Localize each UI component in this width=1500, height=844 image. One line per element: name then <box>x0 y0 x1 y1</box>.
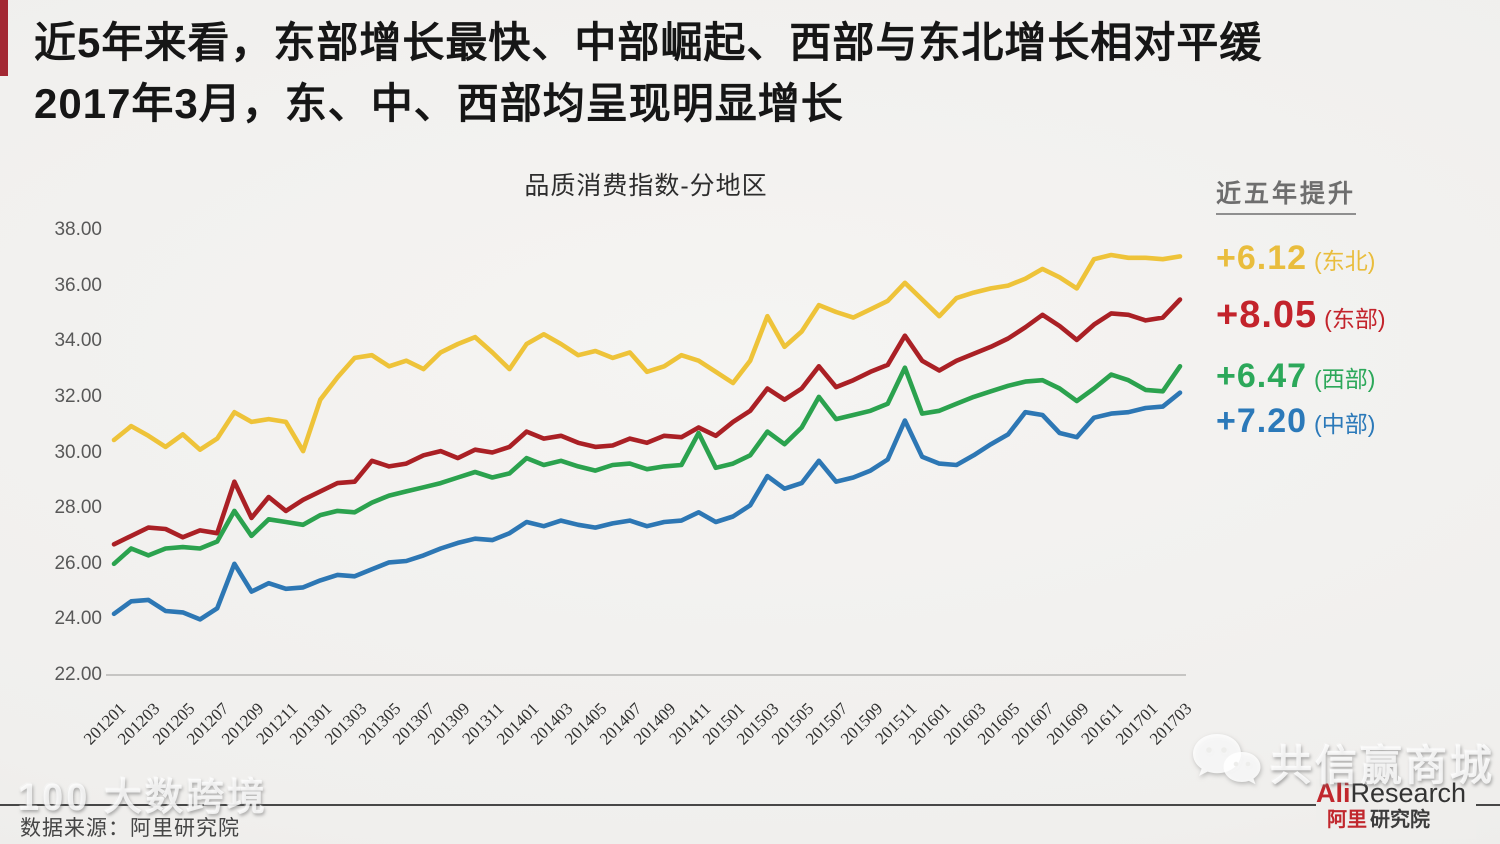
legend-delta: +8.05 <box>1216 294 1318 336</box>
page-title: 近5年来看，东部增长最快、中部崛起、西部与东北增长相对平缓 2017年3月，东、… <box>34 12 1262 134</box>
footer-divider <box>0 804 1500 806</box>
aliresearch-logo: AliResearch 阿里 研究院 <box>1316 779 1476 839</box>
legend-label: (中部) <box>1314 411 1376 437</box>
source-note: 数据来源：阿里研究院 <box>20 817 240 840</box>
logo-cn-red-text: 阿里 <box>1327 809 1367 831</box>
line-central <box>111 390 1183 622</box>
y-axis-label: 22.00 <box>54 664 102 685</box>
page-title-line2: 2017年3月，东、中、西部均呈现明显增长 <box>34 80 844 127</box>
legend-item-central: +7.20 (中部) <box>1216 402 1385 441</box>
legend-item-east: +8.05 (东部) <box>1216 294 1385 337</box>
legend-delta: +6.47 <box>1216 357 1308 395</box>
page-title-line1: 近5年来看，东部增长最快、中部崛起、西部与东北增长相对平缓 <box>34 19 1263 66</box>
legend-delta: +7.20 <box>1216 402 1308 440</box>
y-axis-label: 24.00 <box>54 608 102 630</box>
y-axis-label: 36.00 <box>54 274 102 296</box>
legend-items: +6.12 (东北) +8.05 (东部) +6.47 (西部) +7.20 (中部) <box>1216 239 1385 441</box>
title-accent-bar <box>0 0 8 76</box>
y-axis-label: 26.00 <box>54 552 102 574</box>
legend-item-west: +6.47 (西部) <box>1216 357 1385 396</box>
y-axis-label: 28.00 <box>54 497 102 519</box>
line-west <box>111 363 1183 567</box>
legend-item-northeast: +6.12 (东北) <box>1216 239 1385 278</box>
aliresearch-logo-cn: 阿里 研究院 <box>1327 808 1476 832</box>
chart-title: 品质消费指数-分地区 <box>524 172 768 200</box>
y-axis-label: 30.00 <box>54 441 102 463</box>
legend-label: (东北) <box>1314 248 1376 274</box>
line-northeast <box>111 252 1183 454</box>
aliresearch-logo-en: AliResearch <box>1316 779 1476 808</box>
logo-cn-dark-text: 研究院 <box>1370 809 1430 831</box>
y-axis-label: 34.00 <box>54 330 102 352</box>
chart-legend: 近五年提升 +6.12 (东北) +8.05 (东部) +6.47 (西部) +7.20 (中… <box>1216 174 1385 441</box>
logo-research-text: Research <box>1350 778 1467 808</box>
y-axis-label: 38.00 <box>54 219 102 240</box>
line-east <box>111 297 1183 547</box>
y-axis-label: 32.00 <box>54 385 102 407</box>
legend-delta: +6.12 <box>1216 239 1308 277</box>
legend-heading: 近五年提升 <box>1216 174 1357 215</box>
legend-label: (东部) <box>1324 306 1386 332</box>
legend-label: (西部) <box>1314 366 1376 392</box>
logo-ali-text: Ali <box>1316 778 1351 808</box>
